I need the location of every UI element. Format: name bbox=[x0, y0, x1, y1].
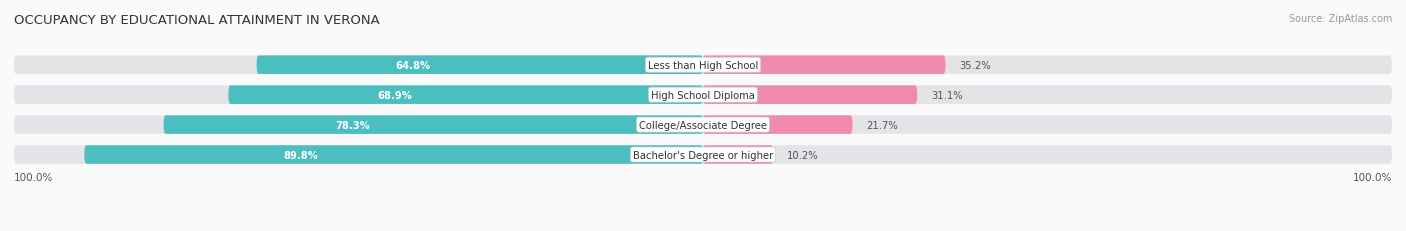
Text: 31.1%: 31.1% bbox=[931, 90, 963, 100]
FancyBboxPatch shape bbox=[14, 56, 1392, 75]
FancyBboxPatch shape bbox=[14, 146, 1392, 164]
Text: 78.3%: 78.3% bbox=[335, 120, 370, 130]
FancyBboxPatch shape bbox=[703, 56, 945, 75]
Text: 21.7%: 21.7% bbox=[866, 120, 898, 130]
Text: 64.8%: 64.8% bbox=[395, 61, 430, 70]
Text: 89.8%: 89.8% bbox=[284, 150, 318, 160]
Text: OCCUPANCY BY EDUCATIONAL ATTAINMENT IN VERONA: OCCUPANCY BY EDUCATIONAL ATTAINMENT IN V… bbox=[14, 14, 380, 27]
Text: 10.2%: 10.2% bbox=[787, 150, 818, 160]
Text: 100.0%: 100.0% bbox=[14, 172, 53, 182]
FancyBboxPatch shape bbox=[703, 86, 917, 104]
FancyBboxPatch shape bbox=[703, 116, 852, 134]
Text: 35.2%: 35.2% bbox=[959, 61, 991, 70]
Text: Less than High School: Less than High School bbox=[648, 61, 758, 70]
FancyBboxPatch shape bbox=[163, 116, 703, 134]
FancyBboxPatch shape bbox=[703, 146, 773, 164]
Text: High School Diploma: High School Diploma bbox=[651, 90, 755, 100]
FancyBboxPatch shape bbox=[84, 146, 703, 164]
FancyBboxPatch shape bbox=[228, 86, 703, 104]
Text: College/Associate Degree: College/Associate Degree bbox=[638, 120, 768, 130]
Text: 68.9%: 68.9% bbox=[377, 90, 412, 100]
Text: Bachelor's Degree or higher: Bachelor's Degree or higher bbox=[633, 150, 773, 160]
FancyBboxPatch shape bbox=[14, 86, 1392, 104]
FancyBboxPatch shape bbox=[14, 116, 1392, 134]
Text: Source: ZipAtlas.com: Source: ZipAtlas.com bbox=[1288, 14, 1392, 24]
FancyBboxPatch shape bbox=[256, 56, 703, 75]
Text: 100.0%: 100.0% bbox=[1353, 172, 1392, 182]
